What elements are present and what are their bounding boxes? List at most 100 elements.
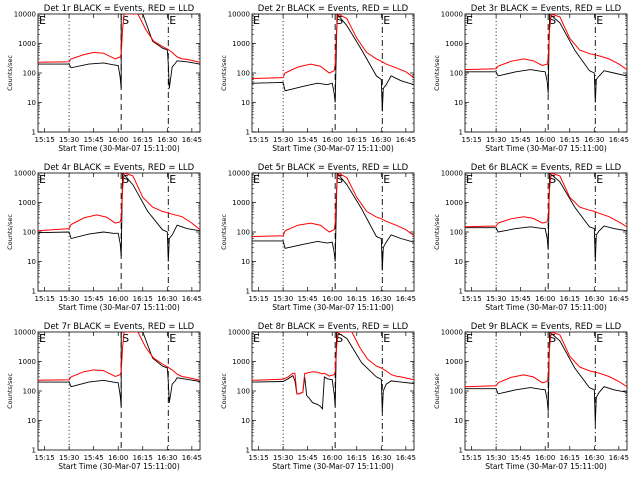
series-events bbox=[252, 173, 414, 271]
y-axis-label: Counts/sec bbox=[6, 214, 14, 250]
y-tick-label: 1000 bbox=[232, 40, 250, 48]
plot-frame bbox=[251, 331, 415, 451]
marker-label: E bbox=[253, 173, 260, 186]
y-tick-label: 10000 bbox=[441, 11, 463, 19]
x-axis-label: Start Time (30-Mar-07 15:11:00) bbox=[272, 462, 394, 471]
x-tick-label: 15:45 bbox=[84, 136, 104, 144]
x-tick-label: 15:15 bbox=[34, 136, 54, 144]
x-tick-label: 16:15 bbox=[560, 136, 580, 144]
panel-det-9r: Det 9r BLACK = Events, RED = LLD 1 10 100 10… bbox=[433, 322, 629, 471]
x-axis-label: Start Time (30-Mar-07 15:11:00) bbox=[58, 144, 180, 153]
series-lld bbox=[465, 332, 627, 388]
panel-det-3r: Det 3r BLACK = Events, RED = LLD 1 10 100 10… bbox=[433, 4, 629, 153]
y-tick-label: 1000 bbox=[18, 358, 36, 366]
y-tick-label: 100 bbox=[23, 229, 36, 237]
x-tick-label: 16:45 bbox=[609, 136, 629, 144]
series-events bbox=[465, 173, 627, 262]
x-tick-label: 15:15 bbox=[461, 136, 481, 144]
x-tick-label: 15:15 bbox=[248, 136, 268, 144]
y-tick-label: 1 bbox=[459, 129, 463, 137]
x-tick-label: 15:45 bbox=[84, 295, 104, 303]
y-tick-label: 1 bbox=[246, 288, 250, 296]
y-tick-label: 1 bbox=[32, 288, 36, 296]
marker-label: E bbox=[169, 332, 176, 345]
y-tick-label: 10000 bbox=[441, 329, 463, 337]
series-events bbox=[38, 332, 200, 407]
x-tick-label: 16:45 bbox=[609, 295, 629, 303]
x-tick-label: 16:30 bbox=[157, 454, 177, 462]
x-tick-label: 16:00 bbox=[108, 136, 128, 144]
marker-label: S bbox=[549, 332, 556, 345]
y-tick-label: 10 bbox=[454, 258, 463, 266]
y-tick-label: 10000 bbox=[228, 329, 250, 337]
marker-label: S bbox=[549, 14, 556, 27]
x-tick-label: 15:30 bbox=[273, 136, 293, 144]
x-tick-label: 15:30 bbox=[486, 454, 506, 462]
y-tick-label: 10000 bbox=[14, 170, 36, 178]
y-tick-label: 10 bbox=[454, 417, 463, 425]
panel-title: Det 8r BLACK = Events, RED = LLD bbox=[258, 322, 409, 332]
marker-label: E bbox=[169, 173, 176, 186]
y-tick-label: 100 bbox=[450, 388, 463, 396]
y-axis-label: Counts/sec bbox=[6, 373, 14, 409]
x-tick-label: 16:15 bbox=[347, 295, 367, 303]
y-tick-label: 1 bbox=[32, 447, 36, 455]
y-tick-label: 10 bbox=[454, 99, 463, 107]
y-tick-label: 10 bbox=[241, 417, 250, 425]
x-tick-label: 15:15 bbox=[34, 454, 54, 462]
x-tick-label: 16:00 bbox=[108, 454, 128, 462]
panel-title: Det 5r BLACK = Events, RED = LLD bbox=[258, 163, 409, 173]
y-tick-label: 1000 bbox=[18, 40, 36, 48]
panel-title: Det 2r BLACK = Events, RED = LLD bbox=[258, 4, 409, 14]
panel-title: Det 9r BLACK = Events, RED = LLD bbox=[471, 322, 622, 332]
marker-label: S bbox=[549, 173, 556, 186]
marker-label: E bbox=[169, 14, 176, 27]
marker-label: E bbox=[466, 332, 473, 345]
x-tick-label: 16:30 bbox=[157, 295, 177, 303]
x-tick-label: 15:30 bbox=[486, 295, 506, 303]
y-axis-label: Counts/sec bbox=[220, 373, 228, 409]
series-events bbox=[38, 173, 200, 262]
y-tick-label: 100 bbox=[237, 70, 250, 78]
series-lld bbox=[465, 14, 627, 71]
y-tick-label: 1 bbox=[246, 129, 250, 137]
x-tick-label: 15:30 bbox=[273, 295, 293, 303]
panel-det-2r: Det 2r BLACK = Events, RED = LLD 1 10 100 10… bbox=[220, 4, 416, 153]
y-tick-label: 1 bbox=[459, 447, 463, 455]
panel-det-8r: Det 8r BLACK = Events, RED = LLD 1 10 100 10… bbox=[220, 322, 416, 471]
marker-label: E bbox=[596, 14, 603, 27]
y-tick-label: 10 bbox=[241, 258, 250, 266]
x-tick-label: 15:45 bbox=[298, 295, 318, 303]
series-lld bbox=[38, 173, 200, 232]
x-tick-label: 15:45 bbox=[511, 295, 531, 303]
x-tick-label: 15:45 bbox=[511, 454, 531, 462]
series-lld bbox=[465, 173, 627, 228]
x-tick-label: 16:15 bbox=[560, 454, 580, 462]
x-tick-label: 16:15 bbox=[347, 454, 367, 462]
marker-label: E bbox=[596, 173, 603, 186]
x-tick-label: 16:00 bbox=[322, 295, 342, 303]
y-tick-label: 10000 bbox=[14, 11, 36, 19]
x-axis-label: Start Time (30-Mar-07 15:11:00) bbox=[485, 144, 607, 153]
marker-label: S bbox=[336, 332, 343, 345]
y-tick-label: 1000 bbox=[445, 199, 463, 207]
y-tick-label: 10000 bbox=[441, 170, 463, 178]
x-axis-label: Start Time (30-Mar-07 15:11:00) bbox=[272, 303, 394, 312]
series-events bbox=[465, 332, 627, 424]
x-tick-label: 16:45 bbox=[396, 295, 416, 303]
panel-det-5r: Det 5r BLACK = Events, RED = LLD 1 10 100 10… bbox=[220, 163, 416, 312]
plot-frame bbox=[37, 331, 201, 451]
y-axis-label: Counts/sec bbox=[433, 214, 441, 250]
x-tick-label: 15:30 bbox=[59, 295, 79, 303]
y-tick-label: 100 bbox=[23, 388, 36, 396]
x-tick-label: 16:30 bbox=[584, 295, 604, 303]
x-tick-label: 16:00 bbox=[322, 454, 342, 462]
y-tick-label: 10 bbox=[27, 417, 36, 425]
y-tick-label: 1000 bbox=[445, 40, 463, 48]
x-tick-label: 16:30 bbox=[584, 136, 604, 144]
y-tick-label: 10 bbox=[241, 99, 250, 107]
y-tick-label: 100 bbox=[237, 388, 250, 396]
series-lld bbox=[38, 332, 200, 381]
marker-label: E bbox=[383, 332, 390, 345]
